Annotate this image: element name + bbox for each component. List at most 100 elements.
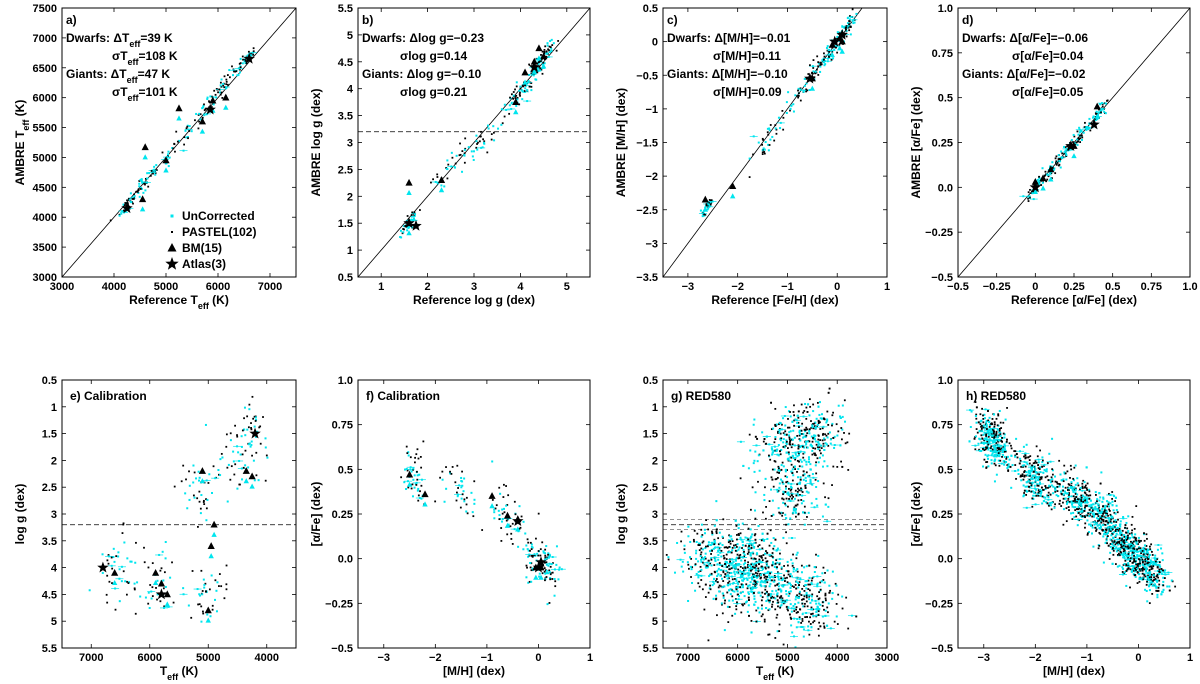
pastel-point bbox=[540, 58, 543, 61]
uncorrected-point bbox=[1103, 110, 1106, 113]
uncorrected-point bbox=[505, 504, 508, 507]
uncorrected-point bbox=[481, 146, 484, 149]
pastel-point bbox=[707, 559, 710, 562]
pastel-point bbox=[466, 512, 469, 515]
pastel-point bbox=[790, 494, 793, 496]
uncorrected-point bbox=[1144, 570, 1147, 573]
uncorrected-point bbox=[799, 481, 802, 484]
uncorrected-point bbox=[1117, 547, 1120, 550]
pastel-point bbox=[491, 499, 494, 501]
pastel-point bbox=[244, 60, 247, 62]
pastel-point bbox=[530, 548, 533, 551]
pastel-point bbox=[805, 471, 808, 474]
pastel-point bbox=[822, 482, 825, 485]
uncorrected-point bbox=[493, 139, 496, 142]
pastel-point bbox=[785, 433, 788, 436]
uncorrected-point bbox=[780, 566, 783, 569]
pastel-point bbox=[106, 559, 109, 562]
uncorrected-point bbox=[165, 162, 168, 165]
bm-uncorrected-point bbox=[533, 574, 539, 580]
bm-uncorrected-point bbox=[536, 55, 542, 61]
uncorrected-point bbox=[413, 486, 416, 489]
uncorrected-point bbox=[1071, 489, 1074, 492]
pastel-point bbox=[1024, 465, 1027, 468]
legend-pastel-marker bbox=[171, 231, 173, 233]
pastel-point bbox=[791, 479, 794, 482]
uncorrected-point bbox=[521, 98, 524, 101]
pastel-point bbox=[1045, 173, 1047, 176]
pastel-point bbox=[815, 443, 818, 446]
pastel-point bbox=[816, 595, 819, 598]
pastel-point bbox=[813, 425, 816, 428]
uncorrected-point bbox=[768, 127, 771, 130]
pastel-point bbox=[835, 423, 838, 426]
uncorrected-point bbox=[543, 558, 546, 561]
pastel-point bbox=[1086, 489, 1089, 491]
uncorrected-point bbox=[1041, 181, 1044, 184]
pastel-point bbox=[810, 420, 812, 422]
uncorrected-point bbox=[527, 80, 530, 83]
pastel-point bbox=[802, 470, 805, 473]
y-tick-label: 3.5 bbox=[42, 536, 57, 548]
pastel-point bbox=[764, 585, 767, 588]
uncorrected-point bbox=[807, 403, 810, 406]
uncorrected-point bbox=[787, 491, 790, 494]
pastel-point bbox=[844, 442, 847, 445]
uncorrected-point bbox=[777, 507, 780, 510]
uncorrected-point bbox=[545, 52, 548, 55]
uncorrected-point bbox=[855, 12, 858, 15]
pastel-point bbox=[530, 82, 533, 84]
uncorrected-point bbox=[790, 610, 793, 613]
uncorrected-point bbox=[144, 596, 147, 599]
pastel-point bbox=[761, 153, 764, 156]
uncorrected-point bbox=[793, 436, 796, 439]
pastel-point bbox=[1120, 546, 1122, 549]
uncorrected-point bbox=[835, 615, 838, 618]
pastel-point bbox=[752, 592, 755, 594]
pastel-point bbox=[242, 58, 244, 61]
pastel-point bbox=[778, 423, 780, 426]
uncorrected-point bbox=[792, 605, 795, 608]
pastel-point bbox=[738, 580, 740, 583]
uncorrected-point bbox=[239, 65, 242, 68]
pastel-point bbox=[1044, 170, 1047, 173]
pastel-point bbox=[1131, 515, 1134, 518]
bm-point bbox=[540, 52, 548, 60]
pastel-point bbox=[718, 546, 721, 549]
pastel-point bbox=[1079, 488, 1081, 491]
uncorrected-point bbox=[764, 552, 767, 555]
pastel-point bbox=[722, 518, 725, 521]
uncorrected-point bbox=[738, 563, 741, 566]
pastel-point bbox=[806, 428, 809, 431]
pastel-point bbox=[439, 476, 441, 479]
uncorrected-point bbox=[510, 102, 513, 105]
uncorrected-point bbox=[810, 435, 813, 438]
pastel-point bbox=[738, 557, 741, 559]
uncorrected-point bbox=[1036, 483, 1039, 486]
uncorrected-point bbox=[753, 603, 756, 606]
uncorrected-point bbox=[752, 574, 755, 577]
uncorrected-point bbox=[1099, 496, 1102, 499]
pastel-point bbox=[848, 23, 851, 26]
x-tick-label: 6000 bbox=[138, 652, 162, 664]
uncorrected-point bbox=[833, 435, 836, 438]
pastel-point bbox=[743, 550, 745, 553]
pastel-point bbox=[849, 25, 852, 28]
x-tick-label: 4 bbox=[517, 281, 524, 293]
uncorrected-point bbox=[761, 431, 764, 434]
uncorrected-point bbox=[763, 585, 766, 588]
pastel-point bbox=[780, 577, 783, 580]
pastel-point bbox=[781, 597, 784, 600]
uncorrected-point bbox=[800, 445, 803, 448]
uncorrected-point bbox=[798, 482, 801, 485]
uncorrected-point bbox=[1078, 501, 1081, 504]
uncorrected-point bbox=[803, 459, 806, 462]
uncorrected-point bbox=[1045, 501, 1048, 504]
pastel-point bbox=[200, 605, 203, 608]
pastel-point bbox=[406, 452, 409, 455]
pastel-point bbox=[1100, 111, 1102, 114]
uncorrected-point bbox=[771, 561, 774, 564]
uncorrected-point bbox=[829, 438, 832, 441]
uncorrected-point bbox=[799, 577, 802, 580]
panel-letter: b) bbox=[362, 13, 373, 27]
